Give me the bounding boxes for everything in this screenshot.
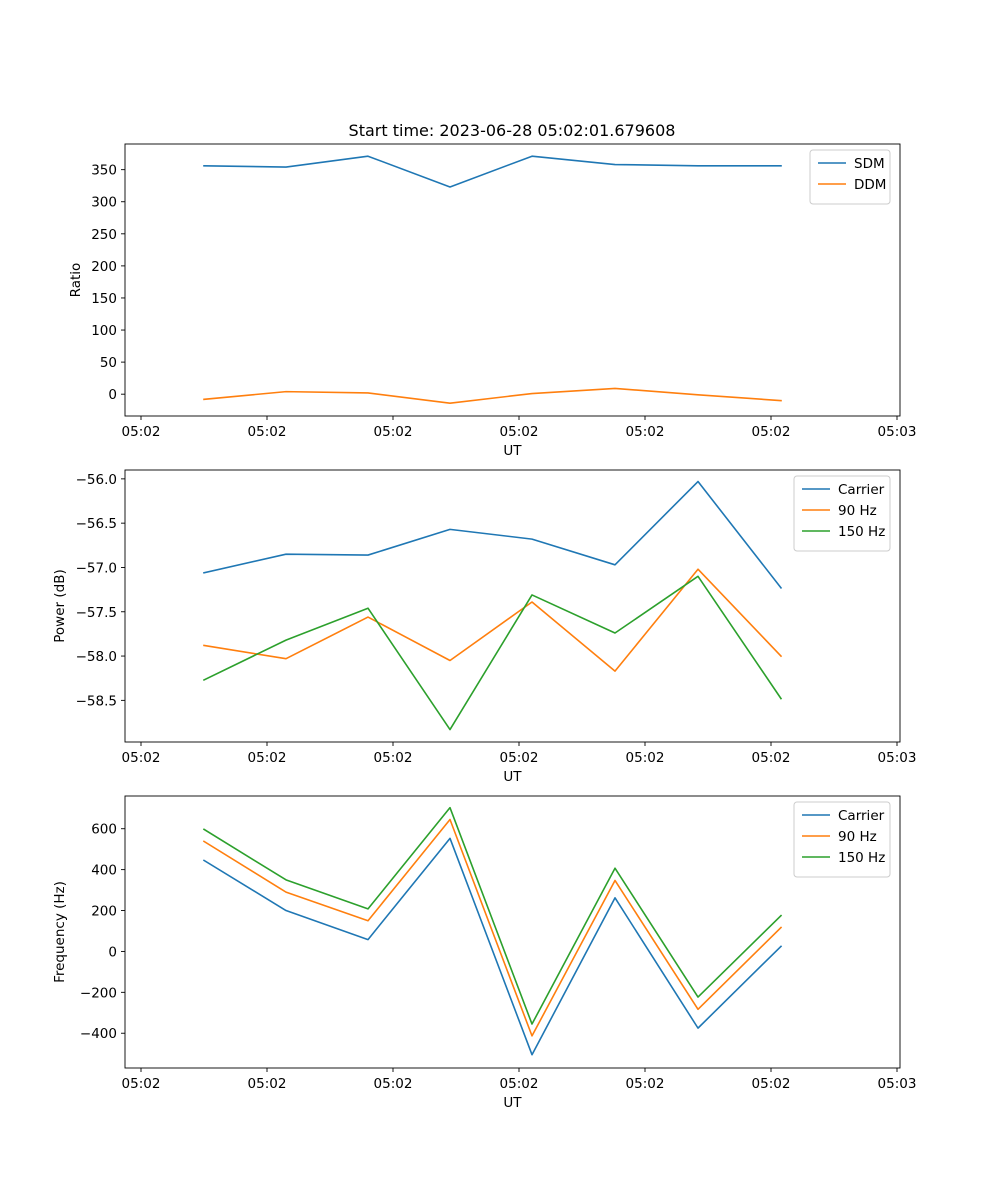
legend-entry-label: Carrier xyxy=(838,808,885,824)
y-tick-label: 0 xyxy=(108,387,117,403)
x-tick-label: 05:02 xyxy=(248,1076,287,1092)
y-tick-label: −57.5 xyxy=(76,605,117,621)
x-axis-label: UT xyxy=(503,1095,522,1111)
y-tick-label: 50 xyxy=(100,355,117,371)
legend-entry-label: Carrier xyxy=(838,482,885,498)
y-axis-label: Power (dB) xyxy=(52,569,68,642)
series-line-sdm xyxy=(203,155,782,188)
chart-panel-2: 05:02 05:02 05:02 05:02 05:02 05:02 05:03 −58.5… xyxy=(52,469,917,785)
series-line-carrier xyxy=(203,480,783,589)
y-tick-label: −58.0 xyxy=(76,649,117,665)
x-tick-label: 05:02 xyxy=(374,750,413,766)
y-tick-label: 350 xyxy=(91,163,117,179)
x-axis-label: UT xyxy=(503,443,522,459)
legend-box xyxy=(793,801,891,878)
x-tick-label: 05:02 xyxy=(752,424,791,440)
legend-entry-label: 150 Hz xyxy=(838,850,885,866)
y-tick-label: 400 xyxy=(91,863,117,879)
x-tick-label: 05:02 xyxy=(374,424,413,440)
y-tick-label: −400 xyxy=(80,1026,117,1042)
series-line-ddm xyxy=(203,387,782,404)
y-tick-label: 100 xyxy=(91,323,117,339)
plot-frame xyxy=(124,469,901,743)
y-tick-label: −58.5 xyxy=(76,693,117,709)
x-tick-label: 05:03 xyxy=(878,424,917,440)
x-axis-label: UT xyxy=(503,769,522,785)
y-axis-label: Frequency (Hz) xyxy=(52,881,68,983)
x-tick-label: 05:02 xyxy=(248,424,287,440)
legend-entry-label: SDM xyxy=(854,156,885,172)
x-tick-label: 05:02 xyxy=(122,424,161,440)
y-tick-label: 200 xyxy=(91,904,117,920)
legend: SDM DDM xyxy=(809,149,891,205)
x-tick-label: 05:03 xyxy=(878,1076,917,1092)
legend: Carrier 90 Hz 150 Hz xyxy=(793,801,891,878)
series-line-150-hz xyxy=(202,806,783,1025)
y-tick-label: −57.0 xyxy=(76,560,117,576)
y-tick-label: 200 xyxy=(91,259,117,275)
x-tick-label: 05:02 xyxy=(626,750,665,766)
y-tick-label: 250 xyxy=(91,227,117,243)
chart-panel-3: 05:02 05:02 05:02 05:02 05:02 05:02 05:03 −400 −… xyxy=(52,795,917,1111)
series-line-carrier xyxy=(202,837,783,1056)
x-tick-label: 05:02 xyxy=(500,750,539,766)
figure-title: Start time: 2023-06-28 05:02:01.679608 xyxy=(349,121,676,140)
x-tick-label: 05:02 xyxy=(626,424,665,440)
legend-entry-label: 150 Hz xyxy=(838,524,885,540)
x-tick-label: 05:02 xyxy=(374,1076,413,1092)
legend-box xyxy=(793,475,891,552)
legend-entry-label: 90 Hz xyxy=(838,829,877,845)
series-line-90-hz xyxy=(202,818,783,1037)
x-tick-label: 05:02 xyxy=(752,750,791,766)
y-axis-label: Ratio xyxy=(68,263,84,298)
legend-entry-label: DDM xyxy=(854,177,886,193)
x-tick-label: 05:02 xyxy=(500,424,539,440)
y-tick-label: −56.0 xyxy=(76,472,117,488)
y-tick-label: 150 xyxy=(91,291,117,307)
x-tick-label: 05:02 xyxy=(752,1076,791,1092)
chart-panel-1: 05:02 05:02 05:02 05:02 05:02 05:02 05:03 0 50 10… xyxy=(68,143,917,459)
legend-entry-label: 90 Hz xyxy=(838,503,877,519)
legend: Carrier 90 Hz 150 Hz xyxy=(793,475,891,552)
y-tick-label: 600 xyxy=(91,822,117,838)
x-tick-label: 05:02 xyxy=(626,1076,665,1092)
y-tick-label: 300 xyxy=(91,195,117,211)
x-tick-label: 05:02 xyxy=(122,750,161,766)
y-tick-label: −56.5 xyxy=(76,516,117,532)
x-tick-label: 05:03 xyxy=(878,750,917,766)
x-tick-label: 05:02 xyxy=(122,1076,161,1092)
plot-frame xyxy=(124,143,901,417)
plot-frame xyxy=(124,795,901,1069)
x-tick-label: 05:02 xyxy=(500,1076,539,1092)
y-tick-label: −200 xyxy=(80,985,117,1001)
y-tick-label: 0 xyxy=(108,944,117,960)
series-line-150-hz xyxy=(202,575,783,731)
x-tick-label: 05:02 xyxy=(248,750,287,766)
